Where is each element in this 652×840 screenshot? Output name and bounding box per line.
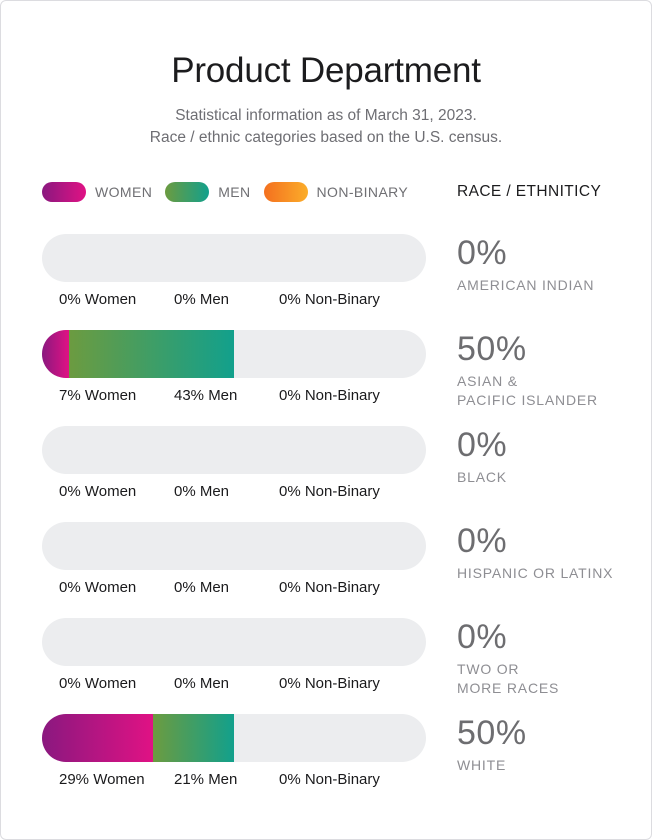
women-bar-segment xyxy=(42,714,154,762)
nonbinary-color-swatch xyxy=(263,182,308,202)
total-percent: 0% xyxy=(457,522,508,560)
subtitle-line-2: Race / ethnic categories based on the U.… xyxy=(149,129,503,146)
stacked-bar xyxy=(42,330,426,378)
men-value-label: 43% Men xyxy=(174,387,238,404)
men-value-label: 0% Men xyxy=(174,291,230,308)
report-subtitle: Statistical information as of March 31, … xyxy=(1,105,651,149)
demographics-row-black: 0% Women 0% Men 0% Non-Binary 0% BLACK xyxy=(1,426,651,522)
bar-labels: 0% Women 0% Men 0% Non-Binary xyxy=(42,291,426,309)
men-value-label: 0% Men xyxy=(174,483,230,500)
bar-labels: 7% Women 43% Men 0% Non-Binary xyxy=(42,387,426,405)
men-value-label: 0% Men xyxy=(174,675,230,692)
total-percent: 0% xyxy=(457,618,508,656)
race-category-label: BLACK xyxy=(457,469,507,485)
men-bar-segment xyxy=(153,714,234,762)
women-value-label: 0% Women xyxy=(59,675,137,692)
bar-labels: 29% Women 21% Men 0% Non-Binary xyxy=(42,771,426,789)
nonbinary-value-label: 0% Non-Binary xyxy=(279,771,380,788)
bar-labels: 0% Women 0% Men 0% Non-Binary xyxy=(42,483,426,501)
nonbinary-value-label: 0% Non-Binary xyxy=(279,675,380,692)
subtitle-line-1: Statistical information as of March 31, … xyxy=(175,107,477,124)
total-percent: 50% xyxy=(457,714,527,752)
legend-item-men: MEN xyxy=(165,182,250,202)
demographics-rows: 0% Women 0% Men 0% Non-Binary 0% AMERICA… xyxy=(1,234,651,810)
men-value-label: 0% Men xyxy=(174,579,230,596)
men-value-label: 21% Men xyxy=(174,771,238,788)
legend-row: WOMEN MEN NON-BINARY RACE / ETHNITICY xyxy=(1,182,651,202)
race-category-label: ASIAN & PACIFIC ISLANDER xyxy=(457,373,598,408)
demographics-row-two-or-more-races: 0% Women 0% Men 0% Non-Binary 0% TWO OR … xyxy=(1,618,651,714)
total-percent: 50% xyxy=(457,330,527,368)
stacked-bar xyxy=(42,234,426,282)
nonbinary-value-label: 0% Non-Binary xyxy=(279,387,380,404)
total-percent: 0% xyxy=(457,426,508,464)
women-value-label: 0% Women xyxy=(59,579,137,596)
race-category-label: HISPANIC OR LATINX xyxy=(457,565,614,581)
page-title: Product Department xyxy=(171,51,481,90)
men-color-swatch xyxy=(165,182,210,202)
women-color-swatch xyxy=(42,182,86,202)
stacked-bar xyxy=(42,714,426,762)
nonbinary-value-label: 0% Non-Binary xyxy=(279,483,380,500)
legend-item-nonbinary: NON-BINARY xyxy=(263,182,409,202)
women-value-label: 0% Women xyxy=(59,483,137,500)
men-bar-segment xyxy=(68,330,234,378)
nonbinary-value-label: 0% Non-Binary xyxy=(279,291,380,308)
race-category-label: TWO OR MORE RACES xyxy=(457,661,560,696)
women-value-label: 7% Women xyxy=(59,387,137,404)
legend-label-women: WOMEN xyxy=(95,184,153,200)
demographics-row-asian-pacific-islander: 7% Women 43% Men 0% Non-Binary 50% ASIAN… xyxy=(1,330,651,426)
race-category-label: WHITE xyxy=(457,757,507,773)
legend: WOMEN MEN NON-BINARY xyxy=(42,182,426,202)
demographics-row-hispanic-latinx: 0% Women 0% Men 0% Non-Binary 0% HISPANI… xyxy=(1,522,651,618)
report-header: Product Department Statistical informati… xyxy=(1,51,651,149)
race-category-label: AMERICAN INDIAN xyxy=(457,277,595,293)
women-value-label: 0% Women xyxy=(59,291,137,308)
stacked-bar xyxy=(42,426,426,474)
women-bar-segment xyxy=(42,330,69,378)
women-value-label: 29% Women xyxy=(59,771,145,788)
legend-label-nonbinary: NON-BINARY xyxy=(316,184,409,200)
demographics-row-white: 29% Women 21% Men 0% Non-Binary 50% WHIT… xyxy=(1,714,651,810)
nonbinary-value-label: 0% Non-Binary xyxy=(279,579,380,596)
legend-item-women: WOMEN xyxy=(42,182,152,202)
bar-labels: 0% Women 0% Men 0% Non-Binary xyxy=(42,675,426,693)
race-ethnicity-column-header: RACE / ETHNITICY xyxy=(457,183,602,200)
total-percent: 0% xyxy=(457,234,508,272)
stacked-bar xyxy=(42,618,426,666)
demographics-row-american-indian: 0% Women 0% Men 0% Non-Binary 0% AMERICA… xyxy=(1,234,651,330)
bar-labels: 0% Women 0% Men 0% Non-Binary xyxy=(42,579,426,597)
stacked-bar xyxy=(42,522,426,570)
legend-label-men: MEN xyxy=(218,184,251,200)
